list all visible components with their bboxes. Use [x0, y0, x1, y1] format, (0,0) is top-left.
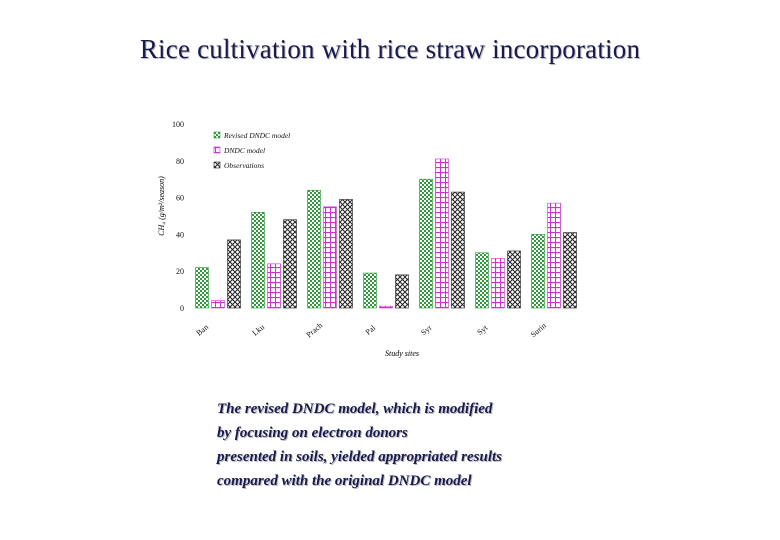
x-tick-label: Surin — [529, 321, 548, 339]
y-tick-label: 80 — [176, 157, 184, 166]
bar-black-lattice — [227, 239, 241, 309]
y-tick-label: 40 — [176, 230, 184, 239]
note-line: presented in soils, yielded appropriated… — [217, 449, 502, 465]
x-tick-label: Syr — [419, 323, 434, 337]
legend-label: Revised DNDC model — [223, 131, 290, 140]
legend-swatch — [213, 131, 221, 139]
bar-green-check — [531, 234, 545, 309]
bar-black-lattice — [395, 274, 409, 309]
slide-title: Rice cultivation with rice straw incorpo… — [139, 34, 641, 64]
bar-pink-grid — [267, 263, 281, 309]
bar-green-check — [475, 252, 489, 309]
bar-pink-grid — [491, 258, 505, 309]
bar-black-lattice — [283, 219, 297, 309]
x-tick-label: Syt — [475, 323, 490, 337]
legend-swatch — [213, 146, 221, 154]
bar-green-check — [363, 272, 377, 309]
legend-label: Observations — [224, 161, 264, 170]
legend-label: DNDC model — [223, 146, 265, 155]
y-tick-label: 100 — [172, 120, 184, 129]
x-axis: Ban Lku Prach Pal Syr Syt Surin — [195, 321, 548, 340]
legend-swatch — [213, 161, 221, 169]
x-tick-label: Pal — [364, 323, 378, 337]
legend: Revised DNDC model DNDC model Observations — [213, 131, 290, 170]
y-tick-label: 0 — [180, 304, 184, 313]
note-line: The revised DNDC model, which is modifie… — [217, 401, 493, 417]
y-axis-label: CH₄ (g/m²/season) — [157, 176, 166, 236]
summary-note: The revised DNDC model, which is modifie… — [217, 397, 687, 493]
y-tick-label: 60 — [176, 194, 184, 203]
bar-black-lattice — [451, 191, 465, 309]
bar-black-lattice — [563, 232, 577, 309]
bars — [195, 158, 577, 309]
bar-green-check — [251, 212, 265, 309]
bar-pink-grid — [323, 206, 337, 309]
bar-black-lattice — [507, 250, 521, 309]
y-tick-label: 20 — [176, 267, 184, 276]
x-tick-label: Prach — [305, 321, 325, 340]
bar-pink-grid — [379, 305, 393, 309]
bar-pink-grid — [435, 158, 449, 309]
x-tick-label: Lku — [251, 322, 267, 337]
x-tick-label: Ban — [195, 322, 211, 337]
bar-black-lattice — [339, 199, 353, 309]
bar-pink-grid — [547, 202, 561, 309]
bar-green-check — [195, 267, 209, 309]
bar-green-check — [307, 189, 321, 309]
bar-pink-grid — [211, 300, 225, 309]
note-line: compared with the original DNDC model — [217, 473, 472, 489]
note-line: by focusing on electron donors — [217, 425, 408, 441]
bar-green-check — [419, 178, 433, 309]
x-axis-label: Study sites — [385, 349, 419, 358]
methane-bar-chart: 0 20 40 60 80 100 Ban Lku Prach Pal Syr Syt Surin R… — [157, 120, 577, 358]
y-axis: 0 20 40 60 80 100 — [172, 120, 184, 313]
